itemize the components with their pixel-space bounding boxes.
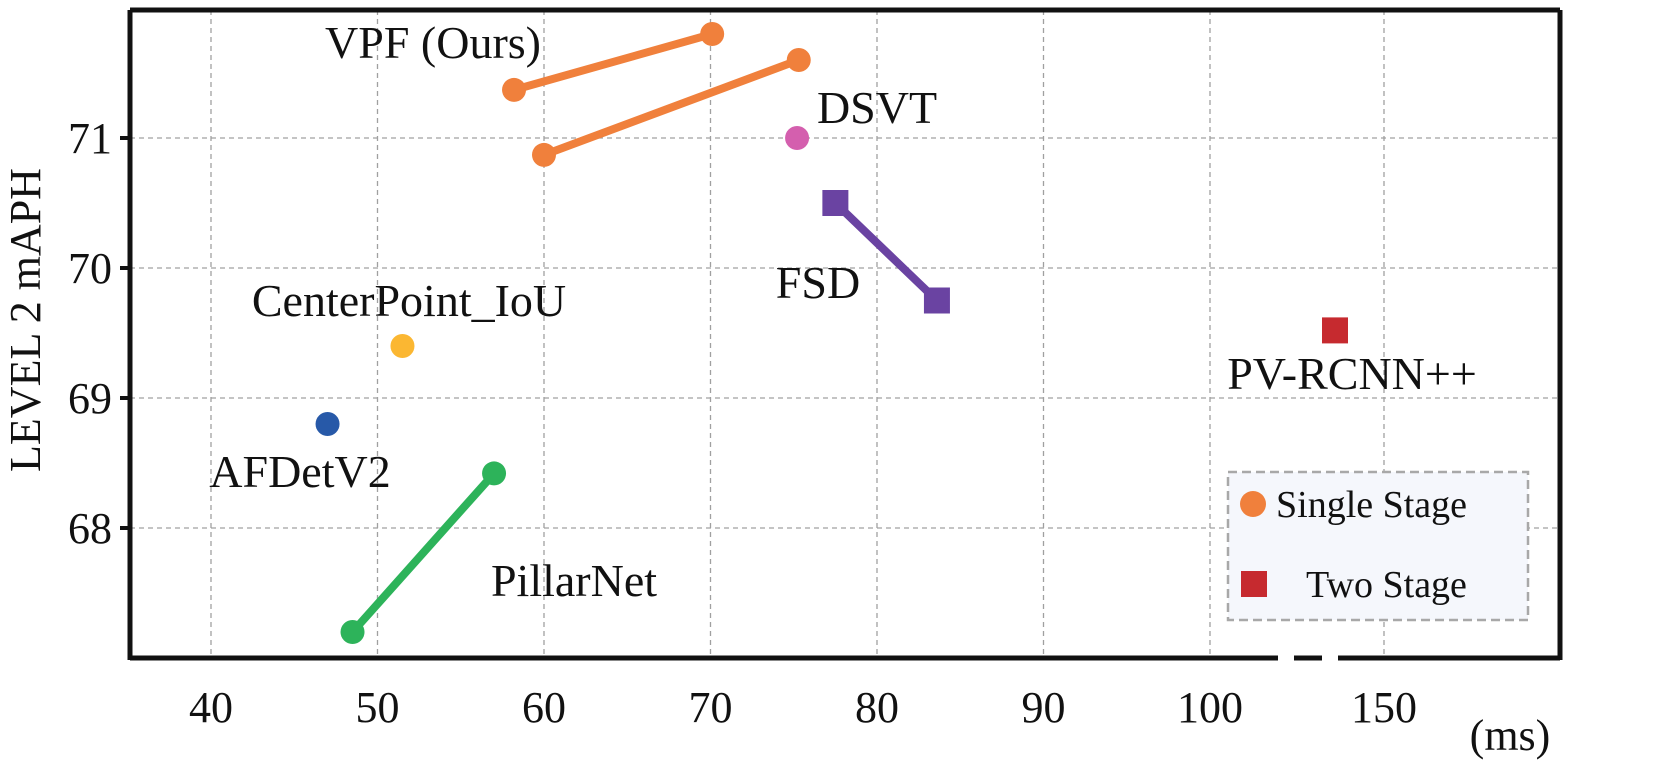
legend-label: Two Stage — [1306, 564, 1467, 606]
series-line — [348, 469, 499, 636]
data-point — [340, 620, 365, 644]
y-tick-label: 68 — [68, 504, 112, 553]
data-point — [502, 77, 527, 102]
x-tick-label: 100 — [1177, 683, 1243, 732]
y-tick-label: 69 — [68, 374, 112, 423]
series-label: DSVT — [817, 82, 937, 133]
legend: Single Stage Two Stage — [1226, 470, 1530, 622]
legend-box — [1226, 470, 1530, 622]
data-point — [923, 287, 950, 314]
series-line — [510, 30, 717, 94]
y-axis-title: LEVEL 2 mAPH — [1, 168, 50, 472]
data-point — [315, 412, 340, 436]
series-annotations: VPF (Ours) DSVT FSD CenterPoint_IoU AFDetV2 P… — [209, 17, 1477, 606]
series-layer — [315, 22, 1348, 644]
data-point — [1322, 317, 1348, 344]
series-label: CenterPoint_IoU — [252, 275, 566, 326]
y-tick-label: 70 — [68, 244, 112, 293]
data-point — [786, 48, 811, 72]
x-tick-label: 60 — [522, 683, 566, 732]
legend-marker — [1241, 571, 1267, 597]
legend-label: Single Stage — [1276, 484, 1467, 526]
legend-marker — [1240, 491, 1266, 517]
tick-labels: 40 50 60 70 80 90 100 150 68 69 70 71 — [68, 114, 1417, 732]
series-line — [831, 199, 941, 305]
data-point — [390, 334, 415, 358]
x-tick-label: 90 — [1022, 683, 1066, 732]
series-label: PillarNet — [491, 555, 657, 606]
data-point — [482, 461, 507, 486]
series-label: VPF (Ours) — [325, 17, 541, 68]
y-tick-label: 71 — [68, 114, 112, 163]
data-point — [700, 22, 725, 46]
data-point — [532, 142, 556, 167]
series-label: AFDetV2 — [209, 446, 390, 497]
x-tick-label: 70 — [689, 683, 733, 732]
x-tick-label: 50 — [356, 683, 400, 732]
series-label: FSD — [776, 257, 860, 308]
plot-frame — [120, 7, 1563, 661]
data-point — [785, 126, 810, 150]
series-line — [540, 56, 803, 159]
x-tick-label: 150 — [1351, 683, 1417, 732]
x-tick-label: 80 — [855, 683, 899, 732]
x-tick-label: 40 — [189, 683, 233, 732]
series-label: PV-RCNN++ — [1227, 348, 1477, 399]
data-point — [822, 190, 849, 216]
x-axis-unit: (ms) — [1470, 711, 1551, 760]
